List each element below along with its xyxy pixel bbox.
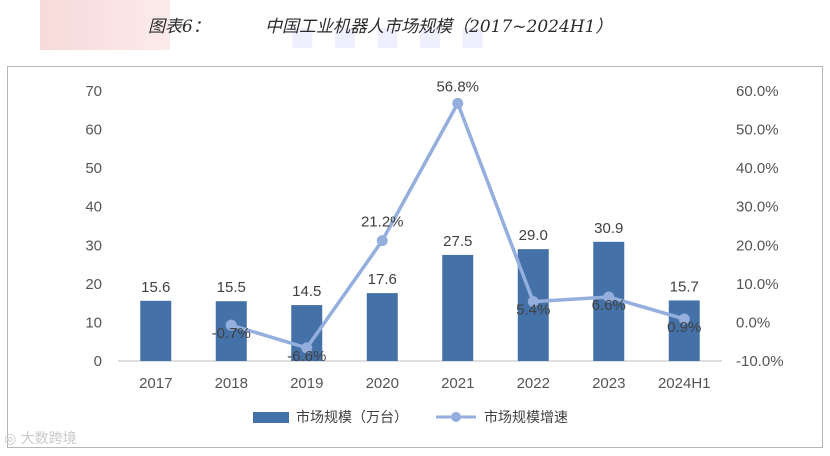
bar-value-label: 15.5: [217, 279, 246, 296]
growth-point: [678, 313, 690, 325]
bar: [442, 254, 474, 361]
y2-tick-label: 30.0%: [736, 199, 779, 216]
growth-value-label: 5.4%: [516, 302, 550, 319]
x-tick-label: 2022: [517, 375, 550, 392]
growth-point: [376, 235, 388, 247]
y-tick-label: 40: [85, 199, 102, 216]
y-tick-label: 70: [85, 83, 102, 100]
y-axis-right: -10.0% 0.0% 10.0% 20.0% 30.0% 40.0% 50.0% 60.0%: [736, 83, 784, 370]
legend-label-line: 市场规模增速: [484, 409, 568, 426]
x-axis: 2017 2018 2019 2020 2021 2022 2023 2024H1: [118, 360, 722, 392]
growth-point: [603, 291, 615, 303]
y-tick-label: 10: [85, 314, 102, 331]
legend-swatch-bars: [253, 412, 289, 423]
growth-value-label: 21.2%: [361, 214, 404, 231]
growth-value-label: 6.6%: [592, 297, 626, 314]
bar-value-label: 30.9: [594, 220, 623, 237]
bar-value-label: 15.7: [670, 278, 699, 295]
x-tick-label: 2020: [366, 375, 399, 392]
growth-value-label: 56.8%: [436, 78, 479, 95]
header: ■■■■■ 图表6： 中国工业机器人市场规模（2017~2024H1）: [0, 0, 830, 60]
chart-frame: [7, 66, 823, 448]
line-series: [225, 97, 690, 354]
growth-point: [225, 319, 237, 331]
growth-value-label: 0.9%: [667, 319, 701, 336]
y2-tick-label: 40.0%: [736, 160, 779, 177]
y-axis-left: 0 10 20 30 40 50 60 70: [85, 83, 102, 370]
y2-tick-label: 0.0%: [736, 314, 770, 331]
bar: [366, 293, 398, 361]
growth-point: [527, 296, 539, 308]
x-tick-label: 2017: [139, 375, 172, 392]
y2-tick-label: 20.0%: [736, 237, 779, 254]
figure-label: 图表6：: [148, 17, 210, 37]
legend-label-bars: 市场规模（万台）: [296, 409, 408, 426]
chart-title: 中国工业机器人市场规模（2017~2024H1）: [265, 17, 613, 37]
background-watermark: ■■■■■: [290, 22, 503, 52]
footer-watermark: ◎ 大数跨境: [4, 428, 77, 448]
y-tick-label: 30: [85, 237, 102, 254]
bar-value-label: 17.6: [368, 271, 397, 288]
decorative-banner: [40, 0, 170, 50]
legend-marker-line: [451, 412, 461, 422]
y2-tick-label: 50.0%: [736, 122, 779, 139]
x-tick-label: 2018: [215, 375, 248, 392]
bar: [668, 300, 700, 361]
y-tick-label: 0: [94, 353, 102, 370]
y2-tick-label: -10.0%: [736, 353, 784, 370]
growth-point: [301, 342, 313, 354]
bar-value-label: 27.5: [443, 233, 472, 250]
y-tick-label: 60: [85, 122, 102, 139]
y2-tick-label: 10.0%: [736, 276, 779, 293]
watermark-text: 大数跨境: [20, 431, 77, 447]
watermark-icon: ◎: [4, 431, 21, 447]
y2-tick-label: 60.0%: [736, 83, 779, 100]
bar: [215, 301, 247, 361]
bar: [140, 300, 172, 361]
x-tick-label: 2019: [290, 375, 323, 392]
y-tick-label: 50: [85, 160, 102, 177]
bar-value-label: 29.0: [519, 227, 548, 244]
bar-value-label: 14.5: [292, 283, 321, 300]
growth-point: [452, 97, 464, 109]
growth-value-label: -6.6%: [287, 348, 326, 365]
x-tick-label: 2024H1: [658, 375, 711, 392]
legend: 市场规模（万台） 市场规模增速: [253, 409, 568, 426]
growth-value-label: -0.7%: [212, 325, 251, 342]
bar-series: [140, 241, 700, 361]
x-tick-label: 2021: [441, 375, 474, 392]
y-tick-label: 20: [85, 276, 102, 293]
bar-value-label: 15.6: [141, 279, 170, 296]
data-labels: 15.6 15.5 14.5 17.6 27.5 29.0 30.9 15.7 -0.7% -6.…: [141, 78, 701, 365]
x-tick-label: 2023: [592, 375, 625, 392]
